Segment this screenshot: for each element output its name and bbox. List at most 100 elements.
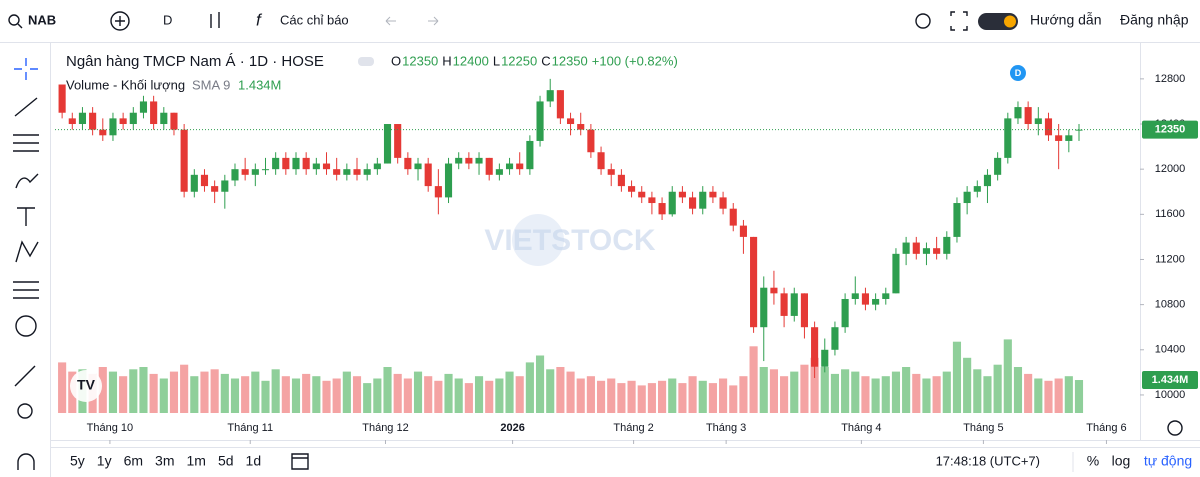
range-button[interactable]: 1m: [187, 453, 206, 469]
forecast-tool[interactable]: [13, 281, 39, 299]
candle-body: [750, 236, 758, 328]
volume-indicator: SMA 9: [192, 77, 230, 92]
candle-body: [139, 101, 148, 113]
volume-bar: [495, 378, 504, 413]
event-marker: [1009, 65, 1026, 81]
ohlc-prefix: H: [442, 53, 451, 68]
chart-type-icon[interactable]: [210, 12, 220, 28]
candle-body: [343, 169, 351, 175]
x-tick-label: Tháng 3: [706, 422, 746, 434]
x-tick-label: Tháng 6: [1086, 422, 1126, 434]
candle-body: [444, 163, 453, 198]
volume-bar: [546, 369, 555, 413]
text-tool[interactable]: [17, 207, 35, 226]
candle-body: [861, 293, 870, 305]
candle-body: [170, 112, 178, 130]
range-button[interactable]: 6m: [124, 453, 143, 469]
watermark: VIETSTOCK: [484, 224, 655, 257]
range-button[interactable]: 5y: [70, 453, 85, 469]
auto-toggle[interactable]: tự động: [1144, 453, 1192, 469]
volume-bar: [841, 369, 850, 413]
x-tick-label: Tháng 10: [87, 422, 133, 434]
volume-bar: [658, 380, 667, 413]
crosshair-tool[interactable]: [14, 58, 38, 80]
magnet-tool[interactable]: [17, 453, 35, 470]
volume-bar: [749, 346, 758, 413]
candle-body: [912, 242, 920, 254]
candle-body: [943, 236, 951, 254]
collapse-button[interactable]: [358, 57, 374, 66]
candle-body: [617, 174, 625, 187]
guide[interactable]: Hướng dẫn: [1030, 12, 1101, 28]
emoji-tool[interactable]: [15, 315, 37, 337]
interval[interactable]: D: [163, 12, 172, 27]
volume-bar: [1054, 378, 1063, 413]
axis-settings[interactable]: [1167, 420, 1183, 436]
login[interactable]: Đăng nhập: [1120, 12, 1189, 28]
line-tool[interactable]: [14, 97, 38, 117]
candle-body: [455, 157, 463, 164]
volume-bar: [952, 341, 962, 413]
fib-tool[interactable]: [13, 134, 39, 152]
candle-body: [902, 242, 910, 254]
candle-body: [404, 157, 412, 170]
candle-body: [475, 157, 483, 164]
volume-bar: [525, 362, 534, 413]
date-range-icon[interactable]: [291, 453, 309, 470]
volume-bar: [912, 373, 921, 413]
range-button[interactable]: 1d: [246, 453, 262, 469]
volume-bar: [698, 380, 707, 413]
candle-body: [597, 152, 605, 170]
ruler-tool[interactable]: [14, 365, 36, 387]
volume-bar: [983, 376, 992, 413]
range-button[interactable]: 3m: [155, 453, 174, 469]
candle-body: [628, 186, 636, 192]
clock: 17:48:18 (UTC+7): [936, 453, 1040, 468]
indicators[interactable]: Các chỉ báo: [280, 12, 349, 27]
candle-body: [302, 157, 310, 170]
candle-body: [251, 169, 259, 175]
candle-body: [221, 180, 229, 192]
add-symbol[interactable]: [110, 11, 130, 31]
volume-bar: [515, 376, 524, 413]
candle-body: [800, 293, 808, 328]
candle-body: [516, 163, 524, 170]
log-toggle[interactable]: log: [1112, 453, 1131, 469]
volume-bar: [1013, 367, 1023, 413]
range-button[interactable]: 1y: [97, 453, 112, 469]
candle-body: [760, 287, 768, 328]
candle-body: [180, 129, 188, 192]
candle-body: [811, 327, 819, 367]
candle-body: [831, 327, 839, 350]
tv-logo-text: TV: [77, 377, 96, 393]
undo-redo[interactable]: [385, 16, 439, 26]
volume-bar: [291, 378, 301, 413]
volume-bar: [332, 378, 341, 413]
fullscreen-icon[interactable]: [950, 11, 968, 31]
range-button[interactable]: 5d: [218, 453, 234, 469]
candle-body: [607, 169, 615, 175]
candle-body: [536, 101, 544, 141]
candle-body: [241, 169, 249, 175]
percent-toggle[interactable]: %: [1087, 453, 1099, 469]
volume-bar: [485, 380, 494, 413]
symbol[interactable]: NAB: [28, 12, 56, 27]
volume-bar: [1024, 373, 1033, 413]
fx-icon: f: [256, 10, 263, 29]
volume-bar: [820, 367, 829, 413]
volume-bar: [790, 371, 799, 413]
volume-bar: [769, 369, 778, 413]
volume-bar: [190, 376, 199, 413]
zoom-tool[interactable]: [17, 403, 33, 419]
volume-bar: [129, 369, 138, 413]
volume-bar: [474, 376, 484, 413]
brush-tool[interactable]: [15, 173, 39, 189]
settings-icon[interactable]: [915, 13, 931, 29]
search-icon[interactable]: [8, 14, 20, 26]
pattern-tool[interactable]: [15, 240, 39, 263]
x-tick-label: Tháng 5: [963, 422, 1003, 434]
candle-body: [1004, 118, 1012, 158]
y-tick-label: 11200: [1155, 253, 1185, 265]
volume-bar: [169, 371, 179, 413]
